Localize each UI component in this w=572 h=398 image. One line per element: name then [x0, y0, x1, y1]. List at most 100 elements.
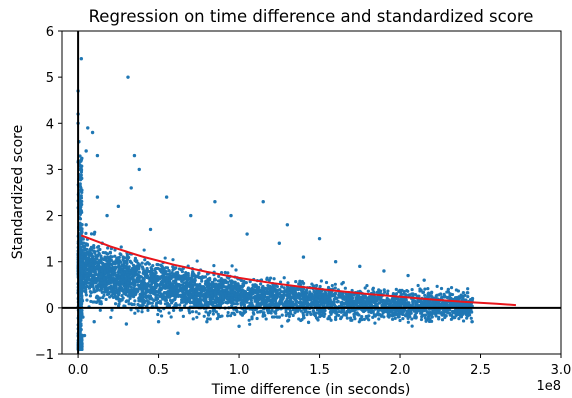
scatter-point: [150, 301, 154, 305]
scatter-point: [470, 310, 474, 314]
scatter-point: [341, 280, 345, 285]
scatter-point: [189, 213, 193, 218]
scatter-point: [137, 270, 141, 274]
scatter-point: [465, 316, 469, 320]
scatter-point: [258, 290, 262, 294]
scatter-point: [261, 287, 265, 291]
scatter-point: [312, 289, 316, 294]
scatter-point: [96, 298, 100, 302]
scatter-point: [135, 259, 139, 263]
scatter-point: [194, 310, 198, 314]
scatter-point: [79, 236, 84, 240]
scatter-point: [447, 308, 452, 312]
scatter-point: [329, 318, 333, 322]
scatter-point: [137, 287, 141, 291]
scatter-point: [267, 295, 272, 299]
scatter-point: [182, 291, 186, 295]
scatter-point: [267, 278, 271, 282]
scatter-point: [172, 266, 177, 271]
scatter-point: [299, 288, 304, 293]
scatter-point: [131, 276, 135, 281]
scatter-point: [89, 232, 94, 236]
scatter-point: [341, 294, 345, 298]
scatter-point: [185, 279, 189, 283]
scatter-point: [387, 302, 391, 306]
scatter-point: [92, 276, 96, 280]
scatter-point: [410, 317, 414, 321]
scatter-point: [466, 295, 470, 299]
scatter-point: [349, 318, 353, 322]
scatter-point: [184, 299, 188, 303]
scatter-point: [346, 297, 350, 302]
scatter-point: [92, 273, 96, 278]
scatter-point: [96, 295, 100, 300]
scatter-point: [261, 200, 265, 204]
scatter-point: [253, 298, 257, 302]
scatter-point: [193, 304, 197, 308]
scatter-point: [192, 283, 196, 287]
scatter-point: [265, 287, 269, 291]
scatter-point: [270, 308, 274, 312]
scatter-point: [141, 271, 145, 275]
scatter-point: [230, 303, 234, 308]
scatter-point: [241, 289, 245, 293]
scatter-point: [118, 252, 122, 256]
scatter-point: [110, 308, 114, 312]
scatter-point: [308, 290, 312, 294]
scatter-point: [174, 277, 178, 281]
scatter-point: [353, 302, 357, 306]
scatter-point: [171, 284, 175, 288]
scatter-point: [217, 274, 221, 279]
scatter-point: [297, 282, 301, 286]
scatter-point: [377, 297, 381, 301]
scatter-point: [307, 293, 311, 298]
scatter-point: [344, 301, 348, 305]
scatter-point: [137, 275, 141, 279]
scatter-point: [211, 284, 215, 288]
scatter-point: [437, 317, 441, 321]
scatter-point: [84, 287, 88, 292]
scatter-point: [423, 287, 427, 291]
scatter-point: [101, 261, 105, 266]
scatter-point: [112, 276, 116, 281]
scatter-point: [131, 270, 135, 275]
scatter-point: [88, 289, 92, 294]
scatter-point: [251, 291, 255, 296]
scatter-point: [382, 269, 386, 273]
scatter-point: [200, 276, 205, 280]
scatter-point: [271, 295, 275, 299]
scatter-point: [120, 271, 124, 275]
scatter-point: [126, 287, 130, 291]
scatter-point: [377, 313, 381, 317]
scatter-point: [157, 283, 161, 287]
scatter-point: [314, 283, 319, 288]
scatter-point: [163, 298, 167, 302]
scatter-point: [200, 279, 204, 283]
scatter-point: [301, 311, 305, 315]
scatter-point: [226, 285, 230, 290]
scatter-point: [265, 277, 269, 281]
scatter-point: [241, 283, 246, 288]
scatter-point: [286, 303, 290, 307]
scatter-point: [376, 290, 380, 294]
scatter-point: [127, 302, 131, 306]
scatter-point: [151, 285, 156, 289]
scatter-point: [402, 292, 406, 296]
scatter-point: [420, 314, 424, 319]
scatter-point: [186, 291, 190, 295]
scatter-point: [102, 281, 107, 285]
scatter-point: [203, 301, 207, 306]
scatter-point: [132, 302, 136, 307]
scatter-point: [197, 271, 201, 275]
scatter-point: [231, 301, 235, 305]
scatter-point: [90, 284, 94, 288]
scatter-point: [114, 283, 118, 287]
scatter-point: [189, 284, 193, 289]
scatter-point: [115, 273, 119, 277]
scatter-point: [190, 310, 195, 314]
scatter-point: [143, 258, 147, 262]
scatter-point: [136, 280, 141, 284]
scatter-point: [135, 272, 139, 276]
scatter-point: [84, 247, 88, 251]
y-axis-title: Standardized score: [10, 125, 26, 260]
